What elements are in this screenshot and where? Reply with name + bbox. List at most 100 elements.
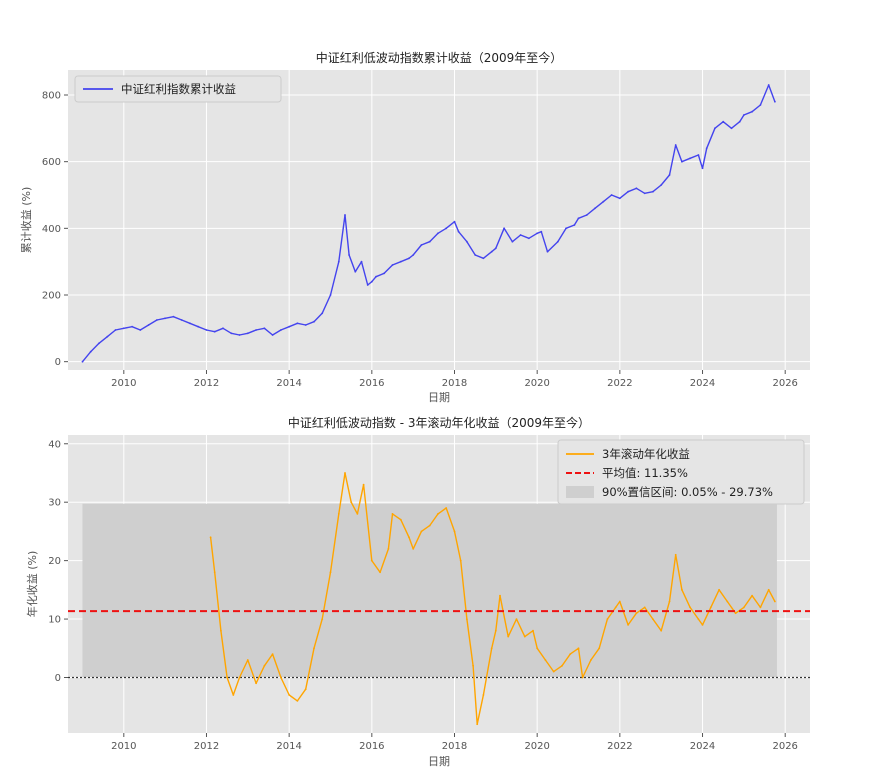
data-point: [759, 104, 762, 106]
data-point: [321, 618, 324, 620]
data-point: [734, 612, 737, 615]
chart-title: 中证红利低波动指数累计收益（2009年至今）: [316, 50, 563, 65]
data-point: [507, 635, 510, 638]
data-point: [412, 548, 415, 550]
data-point: [643, 606, 646, 609]
data-point: [503, 227, 505, 230]
data-point: [751, 594, 753, 597]
y-tick-label: 0: [55, 357, 61, 368]
data-point: [652, 618, 654, 620]
data-point: [472, 664, 474, 667]
data-point: [348, 254, 350, 256]
plot-area: [68, 70, 810, 370]
data-point: [232, 694, 235, 696]
data-point: [255, 329, 257, 331]
data-point: [689, 606, 691, 609]
data-point: [565, 227, 567, 230]
data-point: [180, 319, 183, 321]
data-point: [751, 110, 753, 113]
data-point: [337, 513, 340, 515]
data-point: [246, 659, 249, 661]
data-point: [726, 600, 729, 603]
data-point: [263, 327, 266, 330]
legend: 中证红利指数累计收益: [74, 75, 282, 103]
data-point: [131, 325, 134, 328]
x-tick-label: 2014: [276, 378, 301, 389]
data-point: [466, 618, 468, 620]
data-point: [743, 114, 745, 116]
data-point: [230, 332, 233, 335]
data-point: [209, 536, 212, 539]
x-axis-label: 日期: [428, 391, 450, 404]
data-point: [89, 350, 92, 353]
data-point: [271, 653, 274, 655]
x-tick-label: 2010: [111, 741, 136, 752]
data-point: [774, 600, 776, 603]
data-point: [722, 120, 725, 123]
data-point: [399, 260, 402, 263]
data-point: [528, 237, 530, 240]
x-tick-label: 2024: [690, 378, 715, 389]
data-point: [213, 571, 216, 574]
legend-entry-rolling: 3年滚动年化收益: [602, 447, 690, 461]
data-point: [379, 571, 381, 574]
y-axis-label: 累计收益 (%): [19, 187, 33, 254]
data-point: [681, 160, 683, 163]
data-point: [767, 588, 770, 591]
y-tick-label: 400: [42, 224, 61, 235]
data-point: [222, 327, 224, 330]
data-point: [246, 332, 249, 335]
y-tick-label: 800: [42, 91, 61, 102]
reference-lines: [68, 503, 810, 679]
data-point: [519, 234, 522, 236]
data-point: [445, 507, 448, 509]
data-point: [627, 190, 629, 193]
data-point: [577, 217, 580, 220]
cumulative-return-chart: 2010 2012 2014 2016 2018 2020 2022 2024 2026 0 20…: [19, 50, 810, 404]
data-point: [652, 190, 654, 193]
data-point: [304, 688, 307, 691]
data-point: [98, 342, 100, 345]
data-point: [288, 694, 291, 696]
data-point: [213, 330, 216, 333]
data-point: [366, 284, 369, 286]
data-point: [114, 329, 117, 331]
data-point: [370, 280, 373, 283]
data-point: [337, 260, 340, 263]
data-point: [610, 194, 613, 196]
y-tick-labels: 0 10 20 30 40: [48, 439, 68, 684]
data-point: [577, 647, 580, 650]
data-point: [585, 214, 588, 216]
data-point: [668, 600, 671, 603]
data-point: [546, 250, 549, 253]
data-point: [573, 224, 576, 226]
x-tick-label: 2012: [194, 741, 219, 752]
data-point: [581, 676, 584, 679]
data-point: [743, 606, 745, 609]
data-point: [714, 127, 716, 130]
legend: 3年滚动年化收益 平均值: 11.35% 90%置信区间: 0.05% - 29…: [557, 439, 805, 505]
data-point: [635, 612, 638, 615]
legend-entry-ci: 90%置信区间: 0.05% - 29.73%: [602, 485, 773, 499]
y-tick-label: 20: [48, 556, 61, 567]
data-point: [466, 240, 468, 243]
y-tick-label: 10: [48, 615, 61, 626]
data-point: [515, 618, 518, 620]
data-point: [590, 659, 592, 661]
data-point: [360, 260, 363, 263]
x-tick-labels: 2010 2012 2014 2016 2018 2020 2022 2024 2026: [111, 733, 798, 752]
data-point: [681, 588, 683, 591]
data-point: [437, 232, 439, 235]
data-point: [399, 518, 402, 521]
data-point: [697, 154, 700, 156]
data-point: [523, 635, 526, 638]
data-point: [660, 629, 663, 632]
data-point: [313, 320, 315, 323]
data-point: [428, 524, 431, 527]
data-point: [701, 167, 704, 170]
data-point: [606, 618, 609, 620]
data-point: [370, 559, 373, 562]
data-point: [499, 594, 501, 597]
data-point: [774, 100, 776, 103]
data-point: [457, 230, 460, 233]
